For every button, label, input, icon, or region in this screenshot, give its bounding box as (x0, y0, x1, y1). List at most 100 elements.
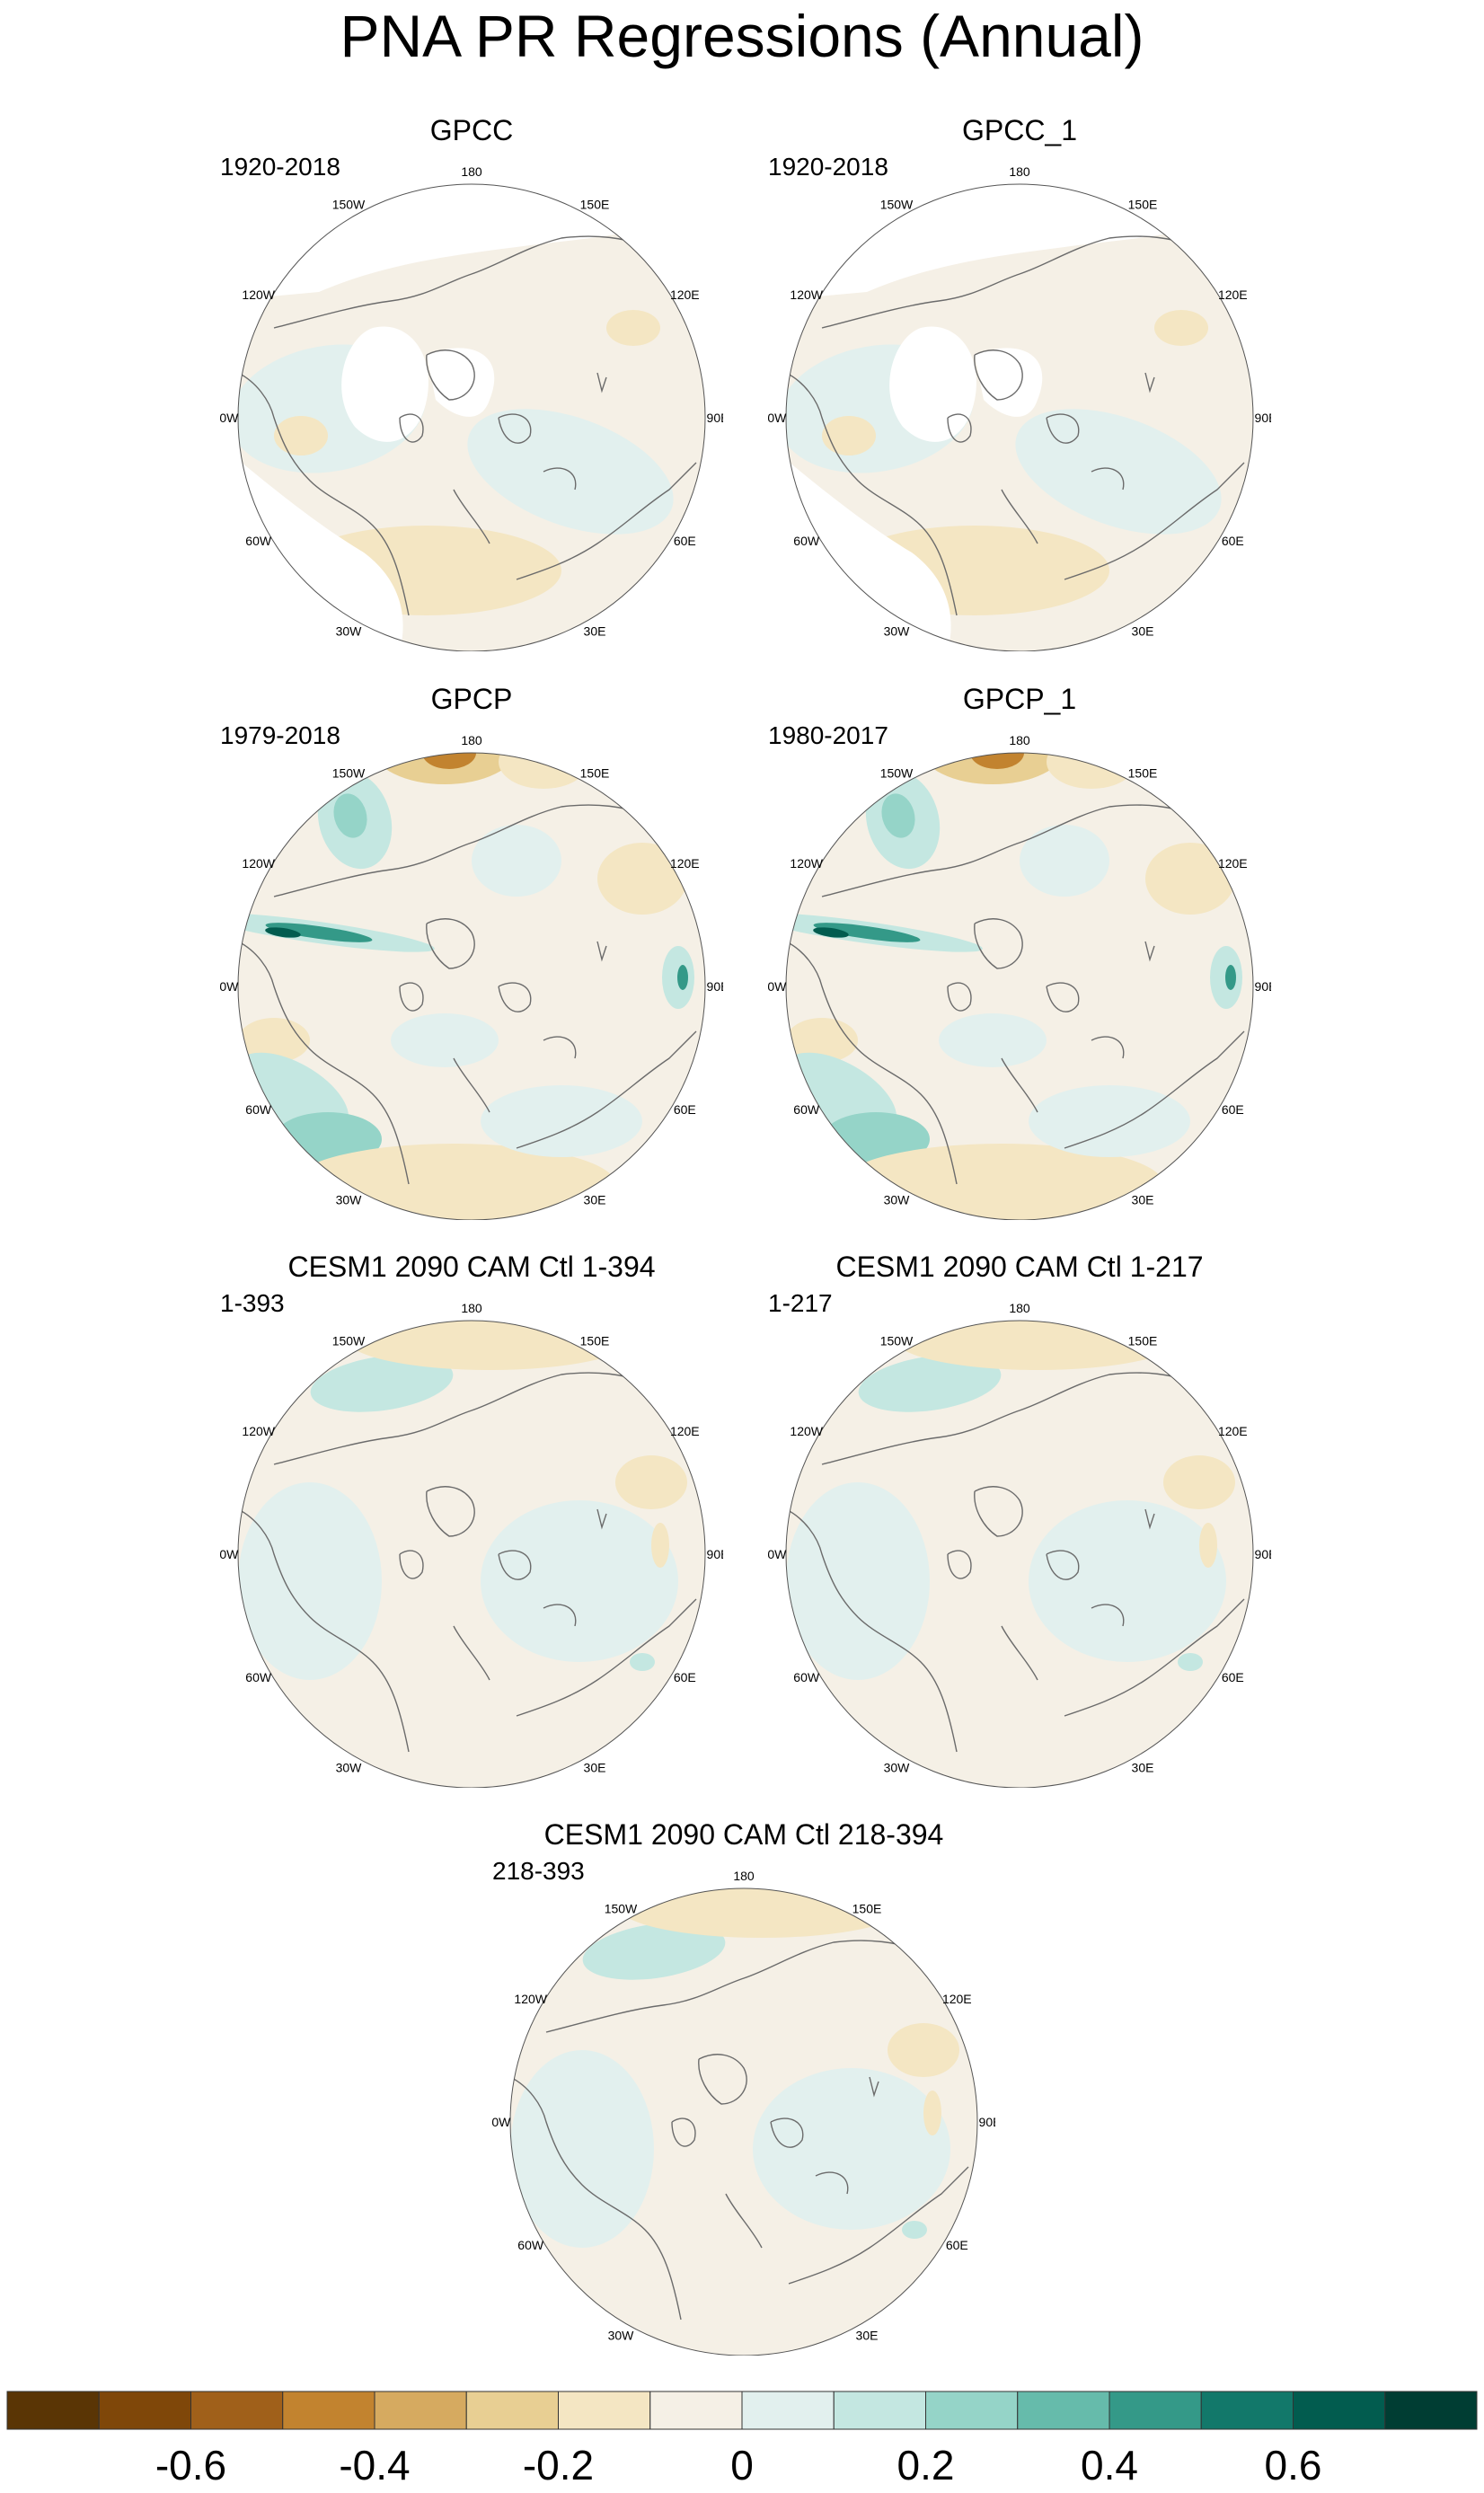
longitude-label: 180 (1009, 164, 1030, 179)
coastline (947, 413, 972, 443)
no-data-arctic (975, 348, 1043, 417)
colorbar-swatch (190, 2391, 284, 2430)
shade-blob (472, 825, 561, 897)
coastline (498, 413, 532, 444)
longitude-label: 30E (1132, 1760, 1154, 1774)
longitude-label: 30W (336, 623, 363, 638)
shade-blob (822, 416, 876, 455)
longitude-label: 120E (1218, 856, 1248, 871)
longitude-label: 30W (336, 1192, 363, 1207)
longitude-label: 30E (584, 1760, 606, 1774)
longitude-label: 150E (580, 766, 610, 781)
shade-blob (970, 753, 1024, 769)
longitude-label: 90W (220, 1547, 239, 1561)
map-panel: GPCP1979-2018180150E120E90E60E30E030W60W… (220, 681, 723, 1220)
shade-blob (1020, 825, 1109, 897)
map-panel: GPCC_11920-2018180150E120E90E60E30E030W6… (768, 112, 1271, 651)
longitude-label: 180 (733, 1869, 755, 1883)
map-border (237, 1320, 706, 1788)
longitude-label: 150W (880, 766, 914, 781)
coastline (947, 1550, 972, 1579)
colorbar (6, 2391, 1478, 2430)
panel-period: 218-393 (492, 1857, 585, 1885)
longitude-label: 120E (670, 856, 700, 871)
map-panel: CESM1 2090 CAM Ctl 218-394 218-393 180 150E… (492, 1817, 995, 2356)
shade-blob (888, 2023, 959, 2077)
longitude-label: 120W (242, 856, 275, 871)
longitude-label: 90E (707, 979, 723, 994)
coastline (947, 982, 972, 1012)
longitude-label: 30E (584, 623, 606, 638)
longitude-label: 60E (1222, 534, 1244, 548)
shade-blob (753, 2068, 950, 2230)
longitude-label: 30W (336, 1760, 363, 1774)
shade-blob (1199, 1523, 1217, 1568)
longitude-label: 90E (1255, 411, 1271, 425)
coastline (596, 941, 607, 962)
panel-period: 1920-2018 (768, 153, 888, 181)
longitude-label: 150E (580, 198, 610, 212)
longitude-label: 90W (220, 979, 239, 994)
longitude-label: 150W (880, 1334, 914, 1348)
shade-blob (786, 1018, 858, 1063)
shade-blob (582, 1923, 726, 1980)
longitude-label: 30E (856, 2328, 879, 2342)
coastline (543, 1036, 577, 1059)
longitude-label: 30E (1132, 1192, 1154, 1207)
coastline (545, 1940, 951, 2033)
shade-blob (555, 2266, 914, 2338)
coastline (1064, 1598, 1245, 1717)
longitude-label: 60W (793, 534, 820, 548)
panel-title: GPCP (430, 683, 513, 715)
shade-blob (651, 1523, 669, 1568)
colorbar-swatch (98, 2391, 191, 2430)
longitude-label: 60W (245, 1102, 272, 1117)
longitude-label: 60W (793, 1670, 820, 1684)
coastline (596, 1508, 607, 1530)
coastline (399, 982, 424, 1012)
coastline (786, 372, 958, 616)
colorbar-swatch (833, 2391, 926, 2430)
shading-field (786, 753, 1253, 1220)
coastline (1001, 1057, 1038, 1113)
coastline (1144, 1508, 1155, 1530)
panel-period: 1979-2018 (220, 721, 340, 749)
coastline (510, 2076, 682, 2321)
shade-blob (283, 1698, 642, 1770)
shade-blob (373, 753, 517, 784)
coastline (543, 1604, 577, 1627)
longitude-label: 150E (1128, 198, 1158, 212)
shade-blob (1029, 1085, 1190, 1157)
coastline (821, 1372, 1227, 1465)
polar-map: 180150E120E90E60E30E030W60W90W120W150W (768, 1301, 1271, 1788)
shade-blob (1225, 965, 1236, 990)
colorbar-swatch (374, 2391, 467, 2430)
colorbar-swatch (1200, 2391, 1294, 2430)
map-border (237, 183, 706, 651)
coastline (1046, 1550, 1080, 1580)
longitude-label: 150W (332, 1334, 366, 1348)
coastline (596, 372, 607, 393)
longitude-label: 90W (768, 1547, 787, 1561)
coastline (1144, 941, 1155, 962)
coastline (498, 1550, 532, 1580)
coastline (498, 982, 532, 1012)
colorbar-swatch (1384, 2391, 1478, 2430)
longitude-label: 120W (790, 1424, 823, 1438)
coastline (1091, 467, 1125, 491)
coastline (273, 804, 679, 897)
colorbar-tick-label: 0.6 (1264, 2442, 1322, 2489)
shade-blob (481, 1500, 678, 1662)
shade-blob (1163, 1455, 1235, 1509)
coastline (426, 918, 475, 969)
colorbar-swatch (1017, 2391, 1110, 2430)
colorbar-swatch (465, 2391, 559, 2430)
polar-map: 180150E120E90E60E30E030W60W90W120W150W (768, 164, 1271, 651)
shade-blob (597, 843, 687, 915)
colorbar-tick-label: 0 (730, 2442, 754, 2489)
coastline (399, 413, 424, 443)
panel-title: CESM1 2090 CAM Ctl 218-394 (543, 1818, 944, 1851)
shade-blob (813, 923, 921, 942)
colorbar-tick-label: -0.4 (339, 2442, 411, 2489)
map-border (509, 1887, 978, 2356)
